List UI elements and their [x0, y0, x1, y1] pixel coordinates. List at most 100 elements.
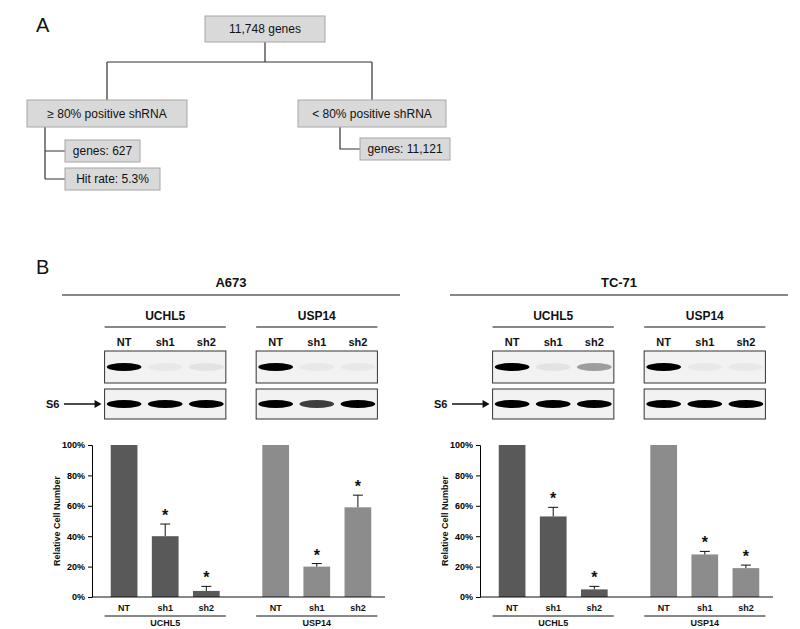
y-axis-line	[88, 446, 93, 598]
left-item: Hit rate: 5.3%	[76, 172, 149, 186]
group-rule	[644, 327, 765, 328]
blot-target	[105, 351, 226, 383]
group-label: UCHL5	[533, 309, 573, 323]
y-tick-label: 40%	[455, 532, 473, 542]
group-rule	[256, 327, 377, 328]
group-label: UCHL5	[145, 309, 185, 323]
x-tick-label: sh2	[199, 603, 215, 613]
chart: A673UCHL5NTsh1sh2USP14NTsh1sh2S60%20%40%…	[46, 275, 400, 628]
x-tick-label: sh2	[587, 603, 603, 613]
blot-band	[495, 363, 530, 371]
lane-label: NT	[117, 336, 132, 348]
significance: *	[702, 534, 709, 551]
left-item: genes: 627	[73, 144, 133, 158]
lane-label: sh2	[585, 336, 604, 348]
significance: *	[550, 490, 557, 507]
y-tick: 20%	[67, 562, 92, 572]
bar	[499, 445, 526, 597]
blot-band	[646, 400, 681, 408]
y-tick: 0%	[460, 592, 480, 602]
blot-control	[105, 389, 226, 419]
arrow-head	[483, 400, 490, 408]
y-tick-mark	[88, 506, 92, 507]
root-node: 11,748 genes	[229, 22, 301, 36]
x-tick-label: sh1	[309, 603, 325, 613]
lane-label: sh2	[736, 336, 755, 348]
x-tick-label: sh1	[157, 603, 173, 613]
group-rule	[493, 616, 614, 617]
blot-band	[107, 363, 142, 371]
bar	[650, 445, 677, 597]
y-tick-mark	[88, 567, 92, 568]
x-group-label: UCHL5	[538, 618, 568, 628]
blot-band	[341, 363, 376, 371]
x-tick-label: NT	[118, 603, 130, 613]
bar	[691, 554, 718, 597]
blot-band	[536, 363, 571, 371]
blot-band	[148, 363, 183, 371]
y-tick-mark	[476, 536, 480, 537]
lane-label: sh1	[695, 336, 714, 348]
blot-band	[299, 363, 334, 371]
x-tick-label: sh1	[697, 603, 713, 613]
y-tick-label: 80%	[67, 471, 85, 481]
blot-band	[687, 400, 722, 408]
group-rule	[105, 327, 226, 328]
chart-title: A673	[215, 275, 246, 290]
right-item-box	[360, 138, 450, 160]
blot-control	[644, 389, 765, 419]
y-tick-label: 40%	[67, 532, 85, 542]
blot-band	[189, 400, 224, 408]
blot-band	[577, 363, 612, 371]
blot-band	[577, 400, 612, 408]
blot-band	[495, 400, 530, 408]
y-axis-title: Relative Cell Number	[52, 475, 62, 566]
chart: TC-71UCHL5NTsh1sh2USP14NTsh1sh2S60%20%40…	[434, 275, 788, 628]
left-item-box	[65, 140, 140, 162]
left-node: ≥ 80% positive shRNA	[47, 107, 166, 121]
figure: A11,748 genes≥ 80% positive shRNA< 80% p…	[0, 0, 800, 629]
x-group-label: UCHL5	[150, 618, 180, 628]
bar	[581, 589, 608, 597]
y-tick: 40%	[67, 532, 92, 542]
loading-control-label: S6	[46, 398, 59, 410]
blot-band	[729, 363, 764, 371]
y-axis-title: Relative Cell Number	[440, 475, 450, 566]
lane-label: NT	[268, 336, 283, 348]
blot-target	[493, 351, 614, 383]
x-group-label: USP14	[691, 618, 720, 628]
y-tick-label: 60%	[455, 501, 473, 511]
significance: *	[162, 507, 169, 524]
blot-band	[536, 400, 571, 408]
blot-target	[256, 351, 377, 383]
y-axis: 0%20%40%60%80%100%	[450, 440, 481, 602]
right-node-box	[298, 100, 446, 127]
y-tick-label: 100%	[62, 440, 85, 450]
group-label: USP14	[298, 309, 336, 323]
group-label: USP14	[686, 309, 724, 323]
panel-label: B	[36, 256, 49, 278]
root-node-box	[205, 16, 325, 42]
y-tick-mark	[88, 536, 92, 537]
y-tick: 80%	[67, 471, 92, 481]
right-node: < 80% positive shRNA	[312, 107, 432, 121]
y-tick-mark	[476, 597, 480, 598]
left-node-box	[27, 100, 187, 127]
error-bar	[206, 586, 207, 591]
blot-band	[299, 400, 334, 408]
y-tick-label: 20%	[455, 562, 473, 572]
x-tick-label: NT	[658, 603, 670, 613]
right-item: genes: 11,121	[367, 142, 443, 156]
group-rule	[256, 616, 377, 617]
significance: *	[591, 569, 598, 586]
y-tick-mark	[476, 475, 480, 476]
arrow-head	[95, 400, 102, 408]
blot-control	[256, 389, 377, 419]
x-axis-line	[480, 597, 773, 598]
error-bar	[357, 495, 358, 507]
y-tick-mark	[88, 597, 92, 598]
x-axis-line	[92, 597, 385, 598]
y-tick-mark	[476, 445, 480, 446]
y-tick: 20%	[455, 562, 480, 572]
y-tick-label: 80%	[455, 471, 473, 481]
